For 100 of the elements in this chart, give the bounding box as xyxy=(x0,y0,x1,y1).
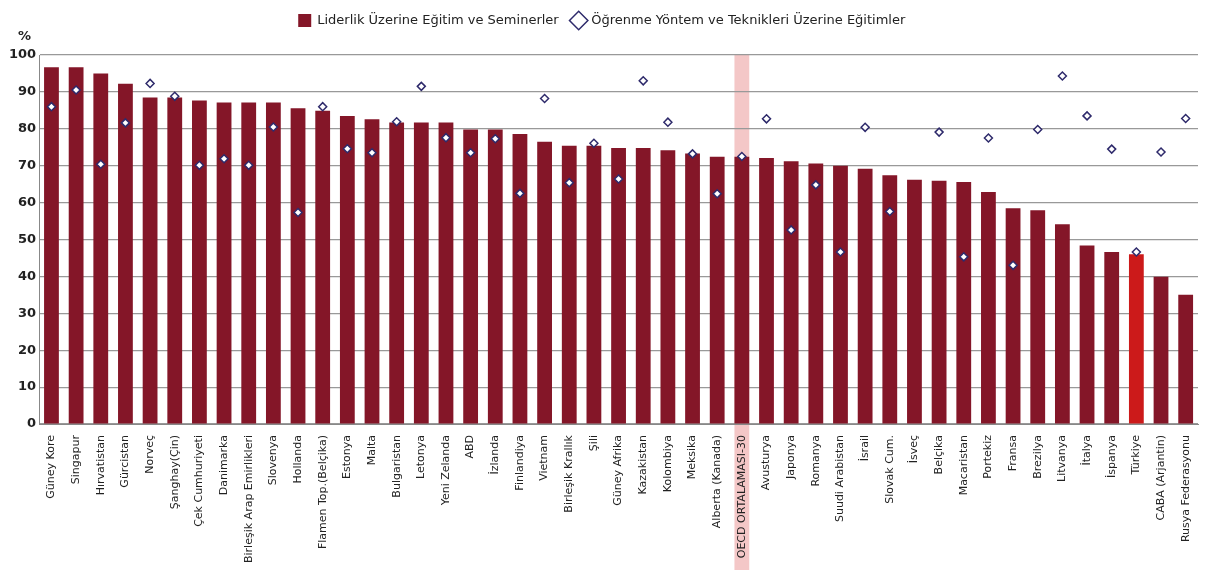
point xyxy=(490,134,501,144)
bar xyxy=(118,83,133,424)
bar xyxy=(339,115,355,424)
point xyxy=(317,101,328,112)
x-tick-label: İzlanda xyxy=(488,435,502,475)
x-tick-label: Güney Afrika xyxy=(611,435,625,506)
bar xyxy=(857,168,873,424)
y-axis-title: % xyxy=(18,28,32,43)
x-tick-label: OECD ORTALAMASI-30 xyxy=(734,435,748,559)
x-tick-label: Türkiye xyxy=(1129,434,1143,476)
bar xyxy=(783,161,799,424)
y-tick-label: 80 xyxy=(18,120,37,136)
x-tick-label: Çek Cumhuriyeti xyxy=(192,435,206,527)
x-tick-label: Birleşik Krallık xyxy=(562,434,576,513)
point xyxy=(416,81,427,92)
x-tick-label: Hırvatistan xyxy=(93,434,107,496)
x-tick-label: Romanya xyxy=(808,435,822,487)
x-tick-label: Malta xyxy=(364,435,378,466)
bar xyxy=(709,156,725,424)
bar xyxy=(1178,294,1194,424)
point xyxy=(885,206,895,217)
bar xyxy=(1030,210,1046,424)
point xyxy=(1032,124,1043,135)
point xyxy=(46,101,57,112)
x-tick-label: Estonya xyxy=(340,435,354,479)
x-tick-label: Finlandiya xyxy=(512,435,526,491)
bar xyxy=(1079,245,1095,424)
bar xyxy=(808,163,824,424)
point xyxy=(71,85,81,95)
point xyxy=(811,180,821,190)
bar xyxy=(265,102,281,424)
y-tick-label: 90 xyxy=(18,83,37,99)
point xyxy=(219,153,229,164)
point xyxy=(539,93,550,104)
point xyxy=(663,117,673,127)
x-tick-label: CABA (Arjantin) xyxy=(1153,435,1167,521)
x-tick-label: Şanghay(Çin) xyxy=(167,435,181,510)
y-tick-label: 60 xyxy=(18,193,37,209)
point xyxy=(1180,113,1191,124)
point xyxy=(959,252,969,262)
point xyxy=(120,118,131,128)
point xyxy=(786,225,796,235)
bar xyxy=(93,73,109,424)
y-tick-label: 0 xyxy=(27,415,37,431)
x-tick-label: Fransa xyxy=(1005,435,1019,472)
point xyxy=(712,189,722,199)
x-tick-label: Japonya xyxy=(784,435,798,480)
bar xyxy=(1128,254,1144,424)
bar xyxy=(660,150,676,424)
legend-label: Öğrenme Yöntem ve Teknikleri Üzerine Eğitimler xyxy=(591,10,906,27)
bar xyxy=(438,122,454,424)
x-tick-label: Alberta (Kanada) xyxy=(710,435,724,529)
y-tick-label: 20 xyxy=(18,341,37,357)
point xyxy=(367,148,377,158)
y-tick-label: 50 xyxy=(18,230,37,246)
legend-label: Liderlik Üzerine Eğitim ve Seminerler xyxy=(317,10,560,27)
point xyxy=(638,76,648,86)
x-tick-label: Norveç xyxy=(142,435,156,474)
y-tick-label: 70 xyxy=(18,157,37,173)
point xyxy=(983,133,994,143)
point xyxy=(515,188,525,199)
x-tick-label: Birleşik Arap Emirlikleri xyxy=(241,435,255,563)
bar xyxy=(611,147,626,424)
y-tick-label: 30 xyxy=(18,304,37,320)
x-tick-label: Flamen Top.(Belçika) xyxy=(315,435,329,550)
x-tick-label: Letonya xyxy=(414,435,428,479)
bar xyxy=(586,145,602,424)
point xyxy=(342,143,353,154)
x-tick-label: Kolombiya xyxy=(660,435,674,493)
bar xyxy=(981,191,996,424)
bar xyxy=(413,122,429,424)
x-tick-label: Litvanya xyxy=(1055,435,1069,482)
x-tick-label: Güney Kore xyxy=(44,434,58,499)
x-tick-label: Avusturya xyxy=(759,435,773,491)
point xyxy=(835,247,846,257)
bar xyxy=(389,122,405,424)
bar xyxy=(192,100,207,424)
x-tick-label: Yeni Zelanda xyxy=(438,435,452,507)
bar xyxy=(68,67,84,424)
x-tick-label: Kazakistan xyxy=(636,434,650,495)
point xyxy=(96,159,106,169)
x-tick-label: Meksika xyxy=(685,435,699,480)
point xyxy=(613,174,624,184)
bar xyxy=(1104,252,1120,424)
point xyxy=(687,149,698,159)
x-tick-label: Slovak Cum. xyxy=(882,435,896,504)
point xyxy=(268,122,279,132)
point xyxy=(589,138,599,148)
point xyxy=(465,148,476,158)
point xyxy=(761,114,772,124)
y-tick-label: 10 xyxy=(18,378,37,394)
point xyxy=(194,160,205,171)
x-tick-label: Suudi Arabistan xyxy=(833,434,847,523)
point xyxy=(737,151,747,162)
x-tick-label: Gürcistan xyxy=(118,434,132,488)
x-tick-label: Rusya Federasyonu xyxy=(1178,435,1192,543)
bar xyxy=(907,179,922,424)
bar xyxy=(956,181,972,424)
point xyxy=(293,207,303,218)
bar xyxy=(44,67,59,424)
